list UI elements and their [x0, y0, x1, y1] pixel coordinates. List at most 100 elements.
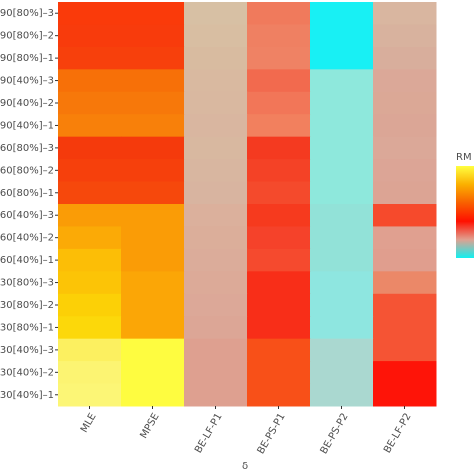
heat-cell [184, 204, 248, 227]
heat-cell [121, 204, 185, 227]
heat-cell [247, 204, 311, 227]
heat-cell [247, 383, 311, 407]
heat-cell [58, 159, 122, 183]
heat-cell [247, 2, 311, 25]
heat-cell [247, 91, 311, 115]
heat-cell [184, 293, 248, 317]
heat-cell [58, 226, 122, 250]
heat-cell [121, 248, 185, 272]
heat-cell [121, 91, 185, 115]
heat-cell [373, 46, 437, 70]
heat-cell [58, 383, 122, 407]
x-tick-label: BE-LF-P2 [382, 412, 414, 456]
heat-cell [310, 69, 374, 93]
heat-cell [373, 69, 437, 93]
heat-cell [121, 2, 185, 25]
heat-cell [247, 316, 311, 340]
y-tick-label: 60[40%]–3 [0, 210, 54, 221]
y-tick-label: 90[40%]–1 [0, 120, 54, 131]
heat-cell [184, 226, 248, 250]
heat-cell [184, 361, 248, 385]
heat-cell [310, 159, 374, 183]
heat-cell [121, 136, 185, 160]
heat-cell [373, 204, 437, 227]
heat-cell [58, 181, 122, 205]
heat-cell [310, 316, 374, 340]
y-tick-label: 30[80%]–1 [0, 322, 54, 333]
y-tick-label: 90[80%]–2 [0, 31, 54, 42]
heat-cell [310, 226, 374, 250]
heat-cell [247, 136, 311, 160]
heat-cell [184, 136, 248, 160]
y-tick-label: 90[80%]–3 [0, 8, 54, 19]
heat-cell [184, 383, 248, 407]
heat-cell [184, 69, 248, 93]
heat-cell [247, 181, 311, 205]
y-tick-label: 90[40%]–2 [0, 98, 54, 109]
heat-cell [373, 159, 437, 183]
y-tick-label: 60[80%]–3 [0, 143, 54, 154]
heat-cell [58, 46, 122, 70]
y-tick-label: 30[40%]–3 [0, 345, 54, 356]
heat-cell [247, 248, 311, 272]
heat-cell [247, 69, 311, 93]
heat-cell [373, 2, 437, 25]
x-tick-label: BE-PS-P1 [256, 412, 288, 457]
y-tick-label: 90[80%]–1 [0, 53, 54, 64]
heat-cell [373, 271, 437, 295]
heat-cell [247, 226, 311, 250]
heat-cell [247, 159, 311, 183]
heat-cell [247, 271, 311, 295]
heat-cell [121, 159, 185, 183]
heat-cell [373, 181, 437, 205]
heat-cell [247, 338, 311, 362]
heat-cell [58, 271, 122, 295]
heat-cell [184, 159, 248, 183]
heat-cell [184, 114, 248, 138]
colorbar [456, 166, 474, 258]
heat-cell [310, 338, 374, 362]
heat-cell [58, 2, 122, 25]
x-tick-label: BE-LF-P1 [193, 412, 225, 456]
heat-cell [121, 316, 185, 340]
heat-cell [184, 46, 248, 70]
heat-cell [310, 361, 374, 385]
heat-cell [58, 24, 122, 48]
heat-cell [310, 136, 374, 160]
heat-cell [247, 293, 311, 317]
heat-cell [310, 114, 374, 138]
heat-cell [373, 293, 437, 317]
heat-cell [121, 293, 185, 317]
heat-cell [373, 361, 437, 385]
heat-cell [310, 2, 374, 25]
heat-cell [121, 181, 185, 205]
heat-cell [58, 114, 122, 138]
heat-cell [373, 316, 437, 340]
heat-cell [58, 361, 122, 385]
heat-cell [310, 204, 374, 227]
heat-cell [184, 181, 248, 205]
x-axis-title: δ [242, 461, 248, 472]
heat-cell [121, 271, 185, 295]
x-tick-label: MLE [79, 412, 99, 435]
heat-cell [58, 248, 122, 272]
heat-cell [184, 91, 248, 115]
heat-cell [184, 248, 248, 272]
heat-cell [247, 24, 311, 48]
heat-cell [58, 69, 122, 93]
y-tick-label: 60[40%]–2 [0, 233, 54, 244]
heat-cell [247, 361, 311, 385]
heat-cell [373, 91, 437, 115]
y-tick-label: 60[80%]–1 [0, 188, 54, 199]
heat-cell [310, 248, 374, 272]
heat-cell [373, 24, 437, 48]
y-tick-label: 30[80%]–2 [0, 300, 54, 311]
x-tick-label: BE-PS-P2 [319, 412, 351, 457]
heat-cell [121, 69, 185, 93]
legend-title: RM [456, 152, 472, 163]
heat-cell [58, 136, 122, 160]
heat-cell [121, 114, 185, 138]
heat-cell [247, 114, 311, 138]
y-tick-label: 30[40%]–2 [0, 367, 54, 378]
